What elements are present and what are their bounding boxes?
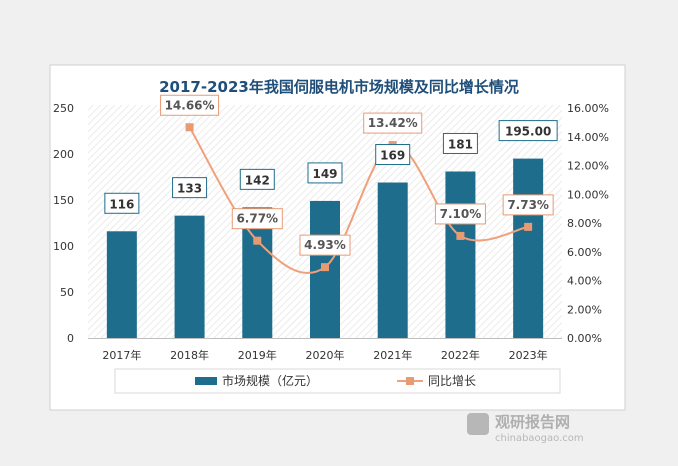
y-left-tick-label: 0 (67, 332, 74, 345)
legend-line-label: 同比增长 (428, 374, 476, 388)
y-right-tick-label: 2.00% (567, 303, 602, 316)
bar (106, 231, 137, 338)
y-left-tick-label: 250 (53, 102, 74, 115)
x-tick-label: 2023年 (509, 348, 548, 362)
line-label: 4.93% (304, 238, 346, 252)
line-marker (185, 123, 194, 132)
line-marker (253, 236, 262, 245)
y-axis-right: 0.00% 2.00% 4.00% 6.00% 8.00% 10.00% 12.00% 14.… (567, 102, 609, 345)
legend-bar-swatch (195, 377, 217, 385)
x-tick-label: 2020年 (306, 348, 345, 362)
bar-label-box (307, 162, 343, 184)
line-label-box (363, 112, 423, 134)
y-right-tick-label: 8.00% (567, 217, 602, 230)
line-label: 7.73% (507, 198, 549, 212)
legend-box (114, 368, 561, 394)
y-left-tick-label: 200 (53, 148, 74, 161)
watermark-brand: 观研报告网 (495, 413, 570, 431)
y-left-tick-label: 150 (53, 194, 74, 207)
y-right-tick-label: 12.00% (567, 160, 609, 173)
line-label: 13.42% (368, 116, 418, 130)
x-tick-label: 2021年 (373, 348, 412, 362)
bar-series (106, 158, 544, 338)
line-label-box (231, 208, 283, 230)
legend-bar-label: 市场规模（亿元） (222, 373, 318, 388)
x-tick-label: 2017年 (102, 348, 141, 362)
x-tick-label: 2022年 (441, 348, 480, 362)
bar-label: 116 (109, 197, 134, 211)
y-right-tick-label: 14.00% (567, 131, 609, 144)
y-right-tick-label: 4.00% (567, 275, 602, 288)
bar-label: 133 (177, 182, 202, 196)
bar-label-box (104, 192, 140, 214)
bar (445, 171, 476, 338)
line-label-box (299, 234, 351, 256)
bar-label: 142 (245, 173, 270, 187)
line-marker (524, 222, 533, 231)
y-right-tick-label: 6.00% (567, 246, 602, 259)
bar-label-box (442, 132, 478, 154)
bar-label: 195.00 (505, 125, 551, 139)
bar-label: 181 (448, 137, 473, 151)
y-right-tick-label: 10.00% (567, 188, 609, 201)
bar (513, 158, 544, 338)
y-right-tick-label: 16.00% (567, 102, 609, 115)
bar-label-box (172, 177, 208, 199)
bar-label: 149 (312, 167, 337, 181)
line-label: 6.77% (236, 212, 278, 226)
line-label-box (434, 203, 486, 225)
line-label: 7.10% (440, 207, 482, 221)
bar-label-box (498, 120, 558, 142)
bar-label: 169 (380, 149, 405, 163)
x-tick-label: 2018年 (170, 348, 209, 362)
line-label: 14.66% (165, 98, 215, 112)
legend: 市场规模（亿元） 同比增长 (114, 368, 561, 394)
y-axis-left: 0 50 100 150 200 250 (53, 102, 74, 345)
chart-title: 2017-2023年我国伺服电机市场规模及同比增长情况 (159, 78, 519, 96)
x-tick-label: 2019年 (238, 348, 277, 362)
bar-label-box (375, 144, 411, 166)
line-label-box (160, 94, 220, 116)
bar (174, 215, 205, 338)
line-label-box (502, 194, 554, 216)
legend-line-marker (406, 377, 414, 385)
watermark: 观研报告网 chinabaogao.com (467, 413, 584, 444)
y-left-tick-label: 50 (60, 286, 74, 299)
watermark-url: chinabaogao.com (495, 433, 584, 444)
bar-label-box (239, 168, 275, 190)
line-data-labels: 14.66% 6.77% 4.93% 13.42% 7.10% 7.73% (160, 94, 554, 256)
bar-data-labels: 116 133 142 149 169 181 195.00 (104, 120, 558, 214)
x-axis-ticks: 2017年 2018年 2019年 2020年 2021年 2022年 2023年 (102, 348, 547, 362)
y-left-tick-label: 100 (53, 240, 74, 253)
y-right-tick-label: 0.00% (567, 332, 602, 345)
watermark-logo-icon (467, 413, 489, 435)
line-marker (456, 231, 465, 240)
bar (377, 182, 408, 338)
line-marker (321, 263, 329, 272)
